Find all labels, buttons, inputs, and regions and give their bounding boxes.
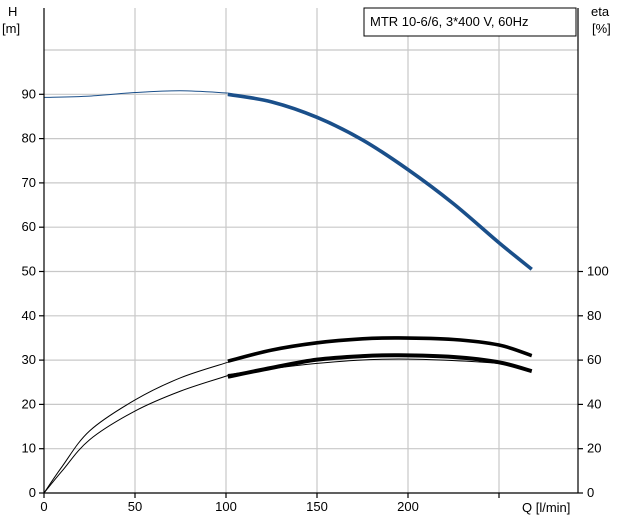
right-tick-label: 20: [587, 441, 601, 456]
series-line-head-thin: [43, 90, 228, 98]
left-tick-label: 80: [22, 131, 36, 146]
title-box: MTR 10-6/6, 3*400 V, 60Hz: [363, 7, 577, 37]
left-tick-label: 30: [22, 352, 36, 367]
left-tick-label: 20: [22, 396, 36, 411]
series-line-eta-upper-bold: [227, 336, 533, 363]
series-line-eta-upper-thin: [43, 361, 228, 494]
x-tick-label: 100: [215, 499, 237, 514]
right-axis-unit: [%]: [592, 21, 611, 36]
chart-title: MTR 10-6/6, 3*400 V, 60Hz: [370, 14, 529, 29]
left-tick-label: 50: [22, 264, 36, 279]
x-axis-label: Q [l/min]: [522, 500, 570, 515]
right-tick-label: 60: [587, 352, 601, 367]
series-line-eta-lower-bold: [227, 353, 533, 379]
right-tick-label: 0: [587, 485, 594, 500]
axes: [39, 8, 583, 498]
series-line-head-bold: [227, 92, 533, 271]
right-axis-label: eta: [591, 4, 610, 19]
x-tick-label: 200: [397, 499, 419, 514]
grid: [44, 8, 578, 493]
series-layer: [43, 90, 533, 494]
left-tick-label: 0: [29, 485, 36, 500]
right-tick-label: 80: [587, 308, 601, 323]
left-axis-unit: [m]: [2, 21, 20, 36]
x-tick-label: 50: [128, 499, 142, 514]
left-axis-label: H: [8, 4, 17, 19]
x-tick-label: 0: [40, 499, 47, 514]
right-tick-label: 40: [587, 396, 601, 411]
left-tick-label: 60: [22, 219, 36, 234]
left-tick-label: 90: [22, 86, 36, 101]
left-tick-label: 40: [22, 308, 36, 323]
right-tick-label: 100: [587, 264, 609, 279]
series-line-eta-lower-thin: [43, 375, 228, 494]
left-tick-label: 10: [22, 441, 36, 456]
x-tick-label: 150: [306, 499, 328, 514]
left-tick-label: 70: [22, 175, 36, 190]
series-line-eta-thin-continuation: [227, 358, 532, 375]
labels: 0 10 20 30 40 50 60 70 80 90 0 20 40 60 80 100 0 50 100 150…: [22, 86, 609, 514]
